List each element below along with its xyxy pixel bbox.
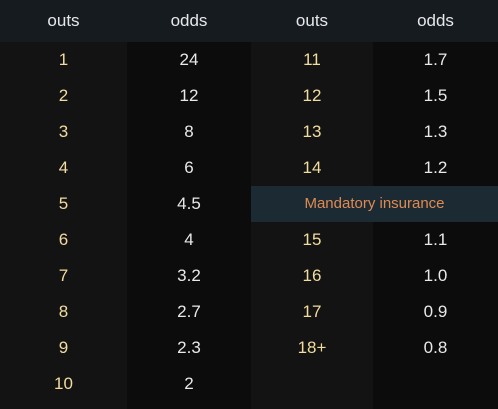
header-outs-right: outs: [295, 11, 329, 30]
odds-cell: 2: [184, 374, 194, 393]
mandatory-insurance-label: Mandatory insurance: [304, 195, 445, 212]
odds-cell: 1.0: [423, 266, 448, 285]
odds-cell: 1.3: [423, 122, 448, 141]
outs-cell: 10: [54, 374, 73, 393]
odds-cell: 0.8: [423, 338, 448, 357]
odds-cell: 1.5: [423, 86, 448, 105]
outs-cell: 13: [302, 122, 322, 141]
odds-cell: 1.2: [423, 158, 448, 177]
outs-cell: 5: [58, 194, 69, 213]
odds-cell: 4: [184, 230, 194, 249]
odds-cell: 12: [179, 86, 199, 105]
outs-cell: 6: [58, 230, 69, 249]
odds-cell: 1.1: [423, 230, 448, 249]
outs-cell: 9: [58, 338, 69, 357]
outs-cell: 3: [58, 122, 69, 141]
header-odds-left: odds: [170, 11, 208, 30]
outs-cell: 18+: [297, 338, 327, 357]
header-outs-left: outs: [47, 11, 80, 30]
odds-cell: 2.3: [177, 338, 201, 357]
column-odds-left: [127, 42, 251, 409]
outs-cell: 8: [58, 302, 69, 321]
header-odds-right: odds: [417, 11, 454, 30]
odds-cell: 0.9: [423, 302, 448, 321]
outs-cell: 11: [303, 50, 321, 69]
odds-cell: 6: [184, 158, 194, 177]
outs-cell: 17: [302, 302, 322, 321]
odds-cell: 24: [179, 50, 199, 69]
odds-cell: 8: [184, 122, 194, 141]
outs-cell: 4: [58, 158, 69, 177]
odds-cell: 2.7: [177, 302, 201, 321]
outs-cell: 1: [58, 50, 69, 69]
table-header: outs odds outs odds: [0, 0, 498, 42]
outs-cell: 16: [302, 266, 322, 285]
odds-cell: 4.5: [177, 194, 201, 213]
outs-cell: 12: [302, 86, 322, 105]
column-odds-right: [373, 42, 498, 409]
mandatory-insurance-banner: Mandatory insurance: [251, 186, 498, 222]
column-outs-left: [0, 42, 127, 409]
column-outs-right: [251, 42, 373, 409]
odds-cell: 1.7: [423, 50, 448, 69]
outs-cell: 15: [302, 230, 322, 249]
outs-cell: 14: [302, 158, 322, 177]
outs-cell: 7: [58, 266, 69, 285]
odds-cell: 3.2: [177, 266, 201, 285]
outs-cell: 2: [58, 86, 69, 105]
